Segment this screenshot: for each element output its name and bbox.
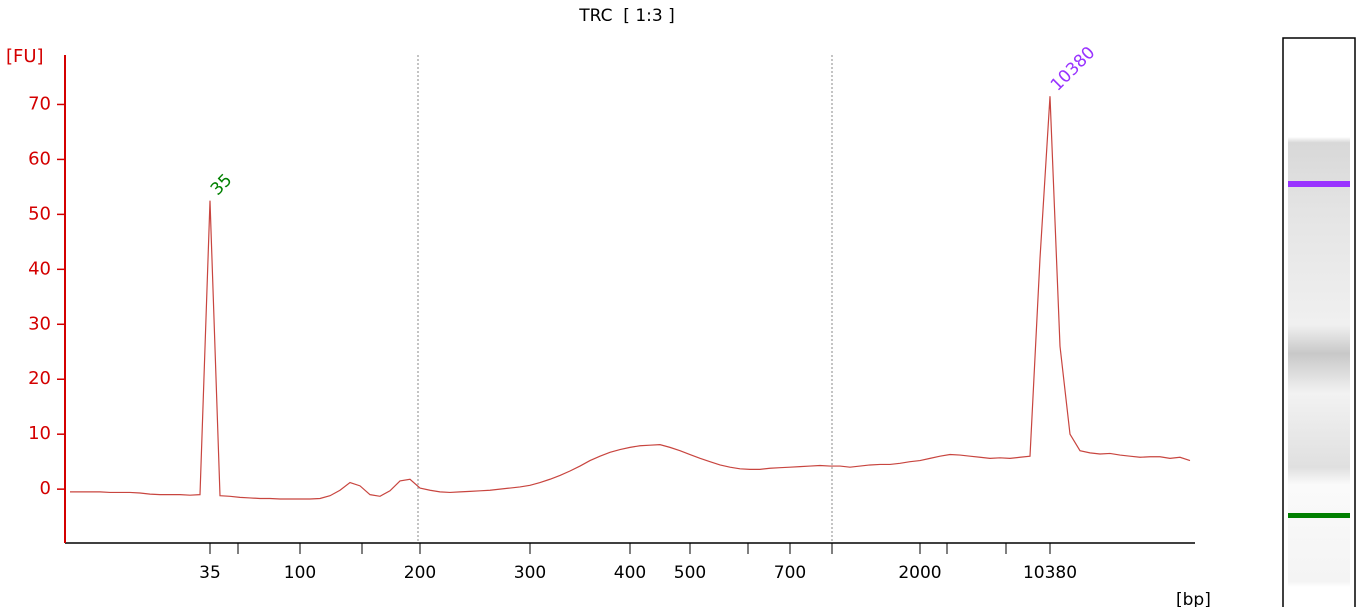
x-tick-label: 2000 <box>898 563 941 583</box>
y-tick-label: 20 <box>28 368 51 389</box>
minor-ticks <box>237 543 1007 554</box>
gel-lane <box>1282 37 1356 607</box>
x-axis-label: [bp] <box>1176 590 1211 607</box>
x-tick-label: 10380 <box>1023 563 1077 583</box>
x-tick-label: 100 <box>284 563 316 583</box>
y-tick-label: 50 <box>28 203 51 224</box>
y-axis-label: [FU] <box>6 46 44 67</box>
x-tick-label: 700 <box>774 563 806 583</box>
y-tick-label: 30 <box>28 313 51 334</box>
trace <box>70 96 1191 500</box>
y-tick-label: 10 <box>28 423 51 444</box>
y-tick-label: 40 <box>28 258 51 279</box>
x-tick-label: 500 <box>674 563 706 583</box>
x-tick-label: 400 <box>614 563 646 583</box>
x-tick-label: 200 <box>404 563 436 583</box>
peak-label: 35 <box>207 170 236 199</box>
peak-label: 10380 <box>1047 43 1099 95</box>
y-tick-label: 60 <box>28 148 51 169</box>
x-tick-label: 300 <box>514 563 546 583</box>
x-tick-label: 35 <box>199 563 221 583</box>
chart-title: TRC [ 1:3 ] <box>578 6 674 26</box>
y-tick-label: 0 <box>40 478 51 499</box>
y-tick-label: 70 <box>28 93 51 114</box>
